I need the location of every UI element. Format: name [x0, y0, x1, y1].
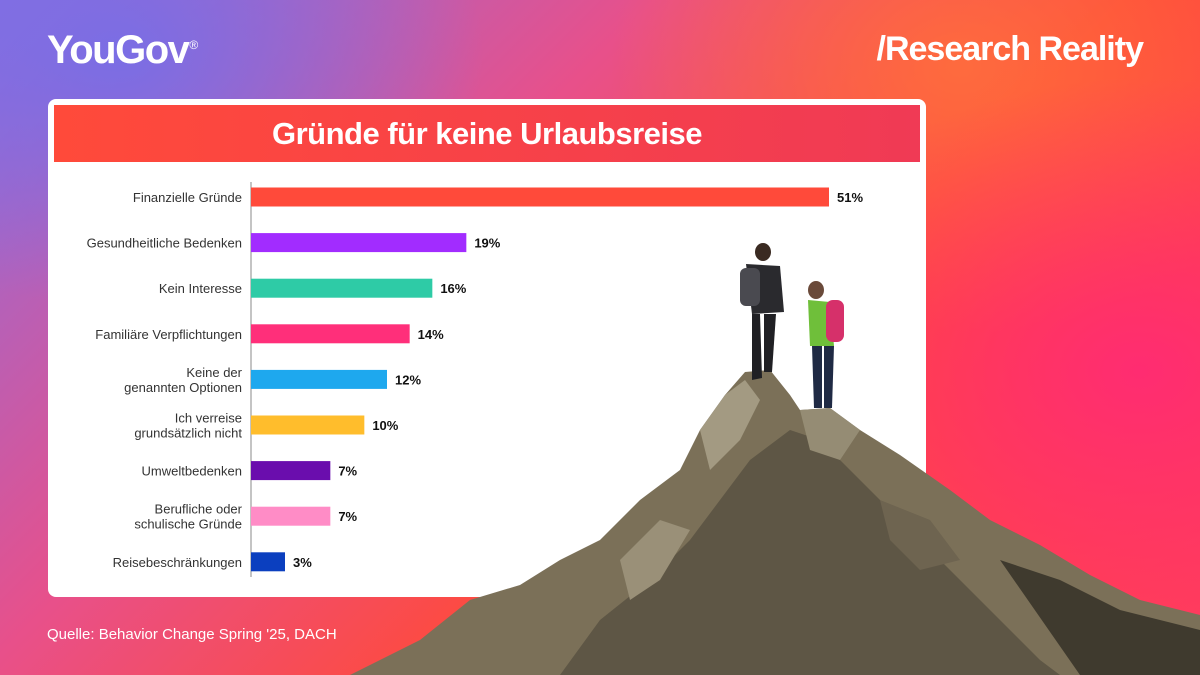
bar [251, 278, 433, 298]
research-reality-label: /Research Reality [876, 30, 1144, 68]
bar [251, 233, 467, 253]
category-label: Kein Interesse [159, 281, 242, 296]
bar-value-label: 3% [293, 555, 312, 570]
bar-value-label: 12% [395, 372, 421, 387]
bar-value-label: 7% [338, 464, 357, 479]
category-label-line: genannten Optionen [124, 380, 242, 395]
category-label: Gesundheitliche Bedenken [87, 236, 242, 251]
source-note: Quelle: Behavior Change Spring '25, DACH [47, 626, 337, 643]
chart-title-bar: Gründe für keine Urlaubsreise [54, 105, 920, 162]
category-label: Ich verreise grundsätzlich nicht [134, 411, 242, 441]
bar-value-label: 19% [474, 236, 500, 251]
yougov-logo: YouGov® [47, 28, 199, 72]
bar-value-label: 7% [338, 509, 357, 524]
bar [251, 415, 365, 435]
category-label-line: Umweltbedenken [142, 464, 242, 479]
chart-title: Gründe für keine Urlaubsreise [272, 115, 702, 151]
category-label-line: Reisebeschränkungen [113, 555, 242, 570]
bar [251, 324, 410, 344]
bar-value-label: 10% [372, 418, 398, 433]
category-label-line: Finanzielle Gründe [133, 190, 242, 205]
category-label-line: schulische Gründe [134, 517, 242, 532]
category-label-line: Familiäre Verpflichtungen [95, 327, 242, 342]
category-label-line: Keine der [186, 365, 242, 380]
bar [251, 187, 829, 207]
bar-value-label: 51% [837, 190, 863, 205]
category-label-line: Berufliche oder [155, 502, 243, 517]
category-label-line: grundsätzlich nicht [134, 426, 242, 441]
category-label: Reisebeschränkungen [113, 555, 242, 570]
bar-value-label: 14% [418, 327, 444, 342]
hiker-left [740, 243, 784, 380]
category-label-line: Gesundheitliche Bedenken [87, 236, 242, 251]
hiker-right [808, 281, 844, 408]
category-label: Berufliche oder schulische Gründe [134, 502, 242, 532]
bar [251, 461, 331, 481]
bar [251, 552, 285, 572]
category-label: Umweltbedenken [142, 464, 242, 479]
category-label: Finanzielle Gründe [133, 190, 242, 205]
bar [251, 506, 331, 526]
bar [251, 369, 387, 389]
category-label-line: Kein Interesse [159, 281, 242, 296]
category-label-line: Ich verreise [175, 411, 242, 426]
category-label: Familiäre Verpflichtungen [95, 327, 242, 342]
category-label: Keine der genannten Optionen [124, 365, 242, 395]
bar-value-label: 16% [440, 281, 466, 296]
